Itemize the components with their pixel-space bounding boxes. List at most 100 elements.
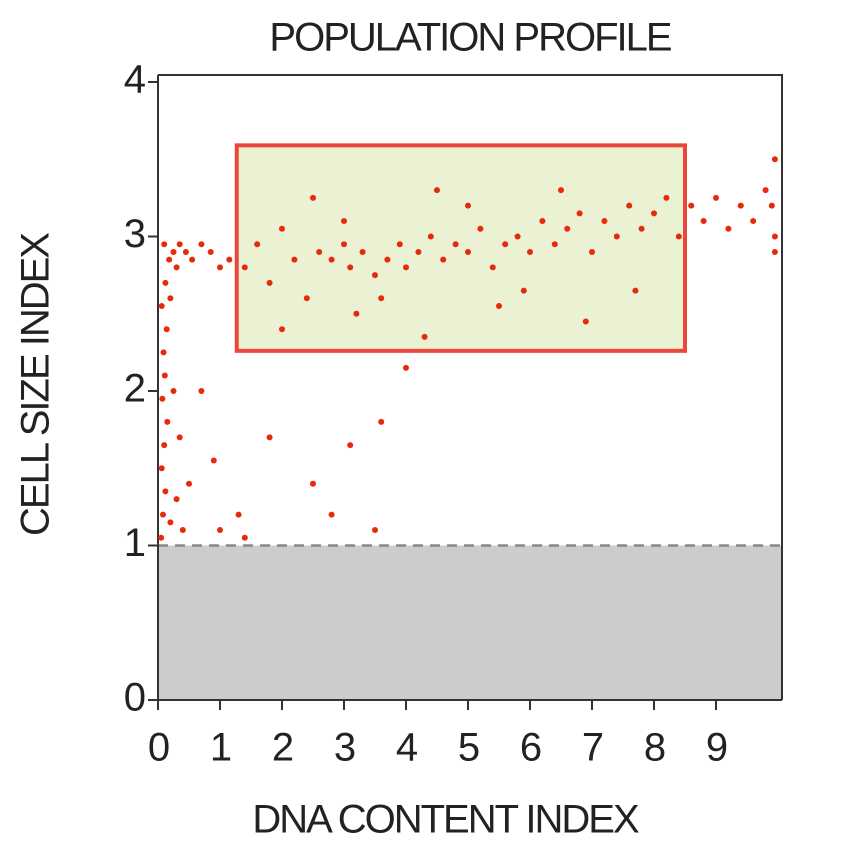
data-point: [310, 480, 316, 487]
x-tick-label: 1: [210, 726, 231, 770]
data-point: [520, 287, 527, 294]
data-point: [158, 303, 165, 310]
data-point: [173, 264, 180, 271]
data-point: [713, 194, 719, 201]
data-point: [372, 527, 378, 534]
data-point: [207, 248, 214, 255]
data-point: [403, 264, 409, 271]
data-point: [170, 388, 177, 394]
data-point: [663, 194, 670, 201]
data-point: [173, 496, 180, 503]
data-point: [771, 248, 778, 255]
x-tick-label: 0: [148, 726, 169, 770]
data-point: [675, 233, 682, 240]
data-point: [167, 519, 174, 526]
data-point: [452, 241, 459, 248]
data-point: [626, 202, 633, 209]
chart-title: POPULATION PROFILE: [269, 16, 670, 60]
gate: [234, 143, 688, 353]
data-point: [161, 241, 168, 248]
data-point: [158, 465, 165, 472]
data-point: [372, 272, 378, 279]
x-axis-label: DNA CONTENT INDEX: [252, 798, 639, 842]
data-point: [176, 434, 183, 441]
excluded-region: [158, 545, 782, 700]
data-point: [601, 218, 608, 225]
data-point: [613, 233, 620, 240]
data-point: [771, 156, 778, 163]
data-point: [539, 218, 546, 225]
y-tick-label: 3: [124, 212, 145, 256]
data-point: [496, 303, 502, 310]
data-point: [161, 442, 168, 449]
data-point: [186, 480, 192, 487]
data-point: [310, 194, 316, 201]
data-point: [502, 241, 509, 248]
data-point: [514, 233, 521, 240]
data-point: [158, 534, 165, 541]
data-point: [254, 241, 261, 248]
x-tick-label: 3: [334, 726, 355, 770]
x-tick-label: 5: [458, 726, 479, 770]
data-point: [465, 248, 471, 255]
data-point: [162, 279, 169, 286]
y-tick-label: 2: [124, 367, 145, 411]
data-point: [328, 256, 335, 263]
data-point: [166, 256, 173, 263]
data-point: [762, 187, 769, 194]
data-point: [217, 527, 223, 534]
data-point: [161, 372, 168, 379]
data-point: [303, 295, 310, 302]
data-point: [551, 241, 558, 248]
data-point: [558, 187, 564, 194]
data-point: [241, 534, 248, 541]
data-point: [725, 225, 732, 232]
data-point: [415, 248, 422, 255]
data-point: [176, 241, 183, 248]
y-axis-label: CELL SIZE INDEX: [14, 233, 58, 536]
y-tick-label: 1: [124, 521, 145, 565]
data-point: [159, 395, 166, 402]
data-point: [576, 210, 583, 217]
data-point: [347, 442, 354, 449]
data-point: [651, 210, 657, 217]
data-point: [279, 326, 285, 333]
data-point: [771, 233, 778, 240]
x-tick-label: 4: [396, 726, 418, 770]
data-point: [737, 202, 744, 209]
data-point: [564, 225, 571, 232]
data-point: [170, 248, 177, 255]
x-tick-label: 9: [706, 726, 727, 770]
data-point: [527, 248, 533, 255]
data-point: [427, 233, 434, 240]
data-point: [489, 264, 496, 271]
data-point: [768, 202, 775, 209]
data-point: [226, 256, 233, 263]
data-point: [465, 202, 471, 209]
data-point: [162, 488, 169, 495]
data-point: [279, 225, 285, 232]
data-point: [210, 457, 217, 464]
data-point: [384, 256, 391, 263]
data-point: [700, 218, 707, 225]
data-point: [632, 287, 639, 294]
data-point: [291, 256, 298, 263]
data-point: [477, 225, 484, 232]
data-point: [353, 310, 360, 317]
data-point: [440, 256, 447, 263]
data-point: [347, 264, 354, 271]
x-tick-label: 8: [644, 726, 665, 770]
data-point: [378, 295, 385, 302]
data-point: [160, 349, 167, 356]
data-point: [421, 333, 428, 340]
data-point: [359, 248, 366, 255]
data-point: [750, 218, 757, 225]
data-point: [235, 511, 242, 518]
data-point: [341, 218, 347, 225]
x-tick-label: 6: [520, 726, 541, 770]
y-tick-label: 0: [124, 676, 145, 720]
data-point: [328, 511, 335, 518]
data-point: [378, 418, 385, 425]
data-point: [198, 241, 205, 248]
